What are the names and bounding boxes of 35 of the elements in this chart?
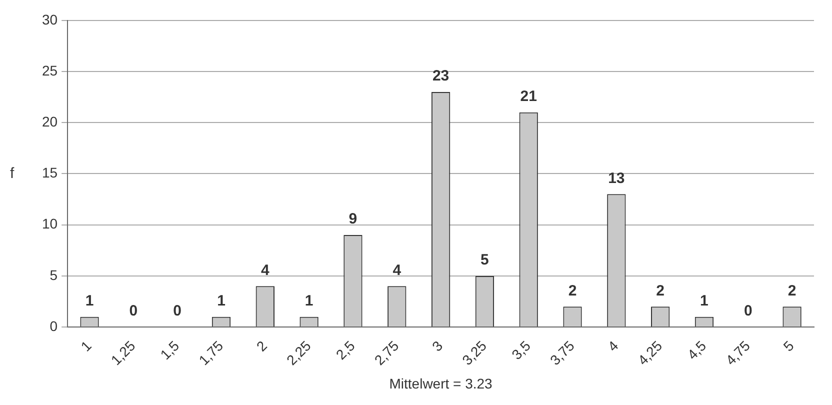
y-tick-label: 30: [42, 11, 58, 28]
data-label: 4: [260, 262, 270, 279]
y-tick-label: 0: [50, 318, 58, 334]
x-tick-label: 2: [253, 337, 270, 354]
y-tick-label: 15: [42, 164, 58, 181]
data-label: 0: [744, 302, 752, 320]
data-label: 1: [85, 292, 94, 310]
x-axis-title: Mittelwert = 3.23: [389, 375, 493, 392]
data-label: 21: [520, 88, 537, 106]
data-label: 1: [700, 292, 708, 310]
x-tick-label: 4: [604, 337, 622, 354]
data-label: 2: [656, 282, 664, 300]
data-label: 5: [480, 252, 489, 269]
y-tick-label: 25: [42, 62, 58, 78]
y-tick-label: 5: [50, 266, 58, 283]
x-tick-label: 5: [780, 337, 798, 354]
data-label: 2: [568, 282, 577, 300]
y-axis-title: f: [10, 164, 15, 182]
x-tick-label: 2,5: [332, 337, 358, 363]
x-tick-label: 1: [78, 337, 95, 354]
data-label: 1: [304, 292, 314, 310]
y-tick-label: 20: [42, 113, 58, 130]
data-label: 23: [432, 68, 450, 85]
data-label: 2: [788, 282, 796, 300]
data-label: 13: [608, 170, 625, 187]
x-tick-label: 1,5: [157, 337, 182, 363]
x-tick-label: 3: [428, 337, 446, 354]
data-label: 0: [129, 302, 138, 320]
data-label: 4: [392, 262, 402, 279]
x-tick-label: 3,5: [508, 337, 534, 363]
y-tick-label: 10: [42, 216, 58, 232]
data-label: 9: [348, 210, 358, 228]
x-tick-label: 4,5: [684, 337, 710, 363]
data-label: 1: [217, 292, 226, 310]
data-label: 0: [173, 302, 182, 320]
